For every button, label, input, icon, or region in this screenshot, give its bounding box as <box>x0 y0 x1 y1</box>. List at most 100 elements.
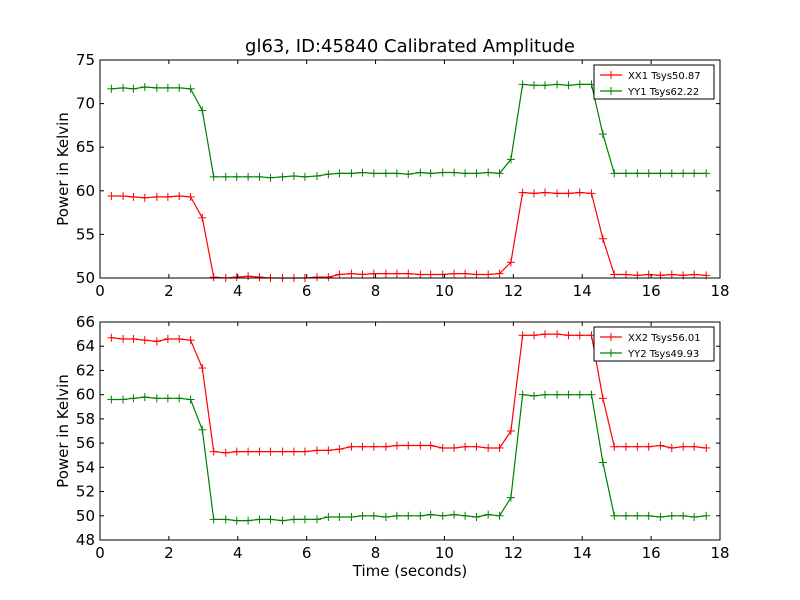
data-point <box>347 169 356 178</box>
data-point <box>472 169 481 178</box>
data-point <box>621 169 630 178</box>
data-point <box>313 273 321 282</box>
data-point <box>690 442 699 451</box>
data-point <box>140 193 149 202</box>
data-point <box>506 493 515 502</box>
data-point <box>129 192 138 201</box>
data-point <box>426 270 435 279</box>
data-point <box>392 169 401 178</box>
data-point <box>119 395 128 404</box>
data-point <box>324 170 333 179</box>
data-point <box>392 511 401 520</box>
data-point <box>644 442 653 451</box>
data-point <box>633 511 642 520</box>
data-point <box>244 172 253 181</box>
data-point <box>381 269 390 278</box>
data-point <box>656 441 665 450</box>
plot-frame <box>99 321 721 541</box>
data-point <box>484 443 493 452</box>
data-point <box>221 448 230 457</box>
data-point <box>129 334 138 343</box>
data-point <box>679 169 688 178</box>
data-point <box>163 192 172 201</box>
data-point <box>506 427 515 435</box>
data-point <box>163 83 172 92</box>
data-point <box>610 511 619 520</box>
data-point <box>575 331 584 340</box>
data-point <box>221 515 230 524</box>
data-point <box>506 155 515 164</box>
data-point <box>518 80 527 89</box>
data-point <box>690 270 699 279</box>
chart-title: gl63, ID:45840 Calibrated Amplitude <box>245 36 575 57</box>
data-point <box>541 81 550 90</box>
data-point <box>541 188 550 197</box>
x-tick-label: 8 <box>371 544 381 562</box>
data-point <box>369 169 378 178</box>
data-point <box>358 442 367 451</box>
data-point <box>553 390 562 399</box>
data-point <box>598 234 607 243</box>
data-point <box>450 269 459 278</box>
data-point <box>255 273 264 282</box>
data-point <box>300 515 309 524</box>
data-point <box>347 269 356 278</box>
data-point <box>461 269 470 278</box>
data-point <box>553 189 562 198</box>
data-point <box>221 172 230 181</box>
data-point <box>232 447 241 456</box>
data-point <box>530 81 538 90</box>
data-point <box>575 80 584 89</box>
legend-box <box>593 326 715 362</box>
data-point <box>575 390 584 399</box>
data-point <box>461 511 470 520</box>
data-point <box>119 83 128 92</box>
data-point <box>300 447 309 456</box>
data-point <box>587 189 596 198</box>
data-point <box>472 270 481 279</box>
data-point <box>140 336 149 345</box>
data-point <box>232 516 241 525</box>
data-point <box>119 334 128 343</box>
data-point <box>702 169 711 178</box>
data-point <box>300 172 309 181</box>
data-point <box>107 84 116 93</box>
data-point <box>152 337 161 346</box>
data-point <box>610 442 619 451</box>
y-tick-label: 70 <box>76 95 95 113</box>
data-point <box>244 447 253 456</box>
data-point <box>530 189 538 198</box>
data-point <box>667 511 676 520</box>
data-point <box>633 442 642 451</box>
y-tick-label: 50 <box>76 507 95 525</box>
data-point <box>644 169 653 178</box>
data-point <box>598 130 607 139</box>
data-point <box>518 331 527 340</box>
x-tick-label: 18 <box>710 544 729 562</box>
data-point <box>667 169 676 178</box>
data-point <box>324 273 333 282</box>
data-point <box>175 192 184 201</box>
data-point <box>119 192 128 201</box>
data-point <box>278 447 287 456</box>
data-point <box>495 511 504 520</box>
data-point <box>335 445 344 454</box>
data-point <box>358 270 367 279</box>
data-point <box>255 515 264 524</box>
x-tick-label: 2 <box>164 544 174 562</box>
data-point <box>530 391 538 400</box>
data-point <box>438 270 447 279</box>
x-tick-label: 4 <box>233 544 243 562</box>
legend-entry-label: XX2 Tsys56.01 <box>628 333 701 344</box>
y-axis-label: Power in Kelvin <box>54 112 72 226</box>
data-point <box>416 511 425 520</box>
data-point <box>347 442 356 451</box>
data-point <box>152 394 161 403</box>
data-point <box>140 83 149 92</box>
x-tick-label: 10 <box>435 544 454 562</box>
data-point <box>244 516 253 525</box>
series-line-1 <box>111 191 707 279</box>
data-point <box>484 270 493 279</box>
y-tick-label: 64 <box>76 337 95 355</box>
